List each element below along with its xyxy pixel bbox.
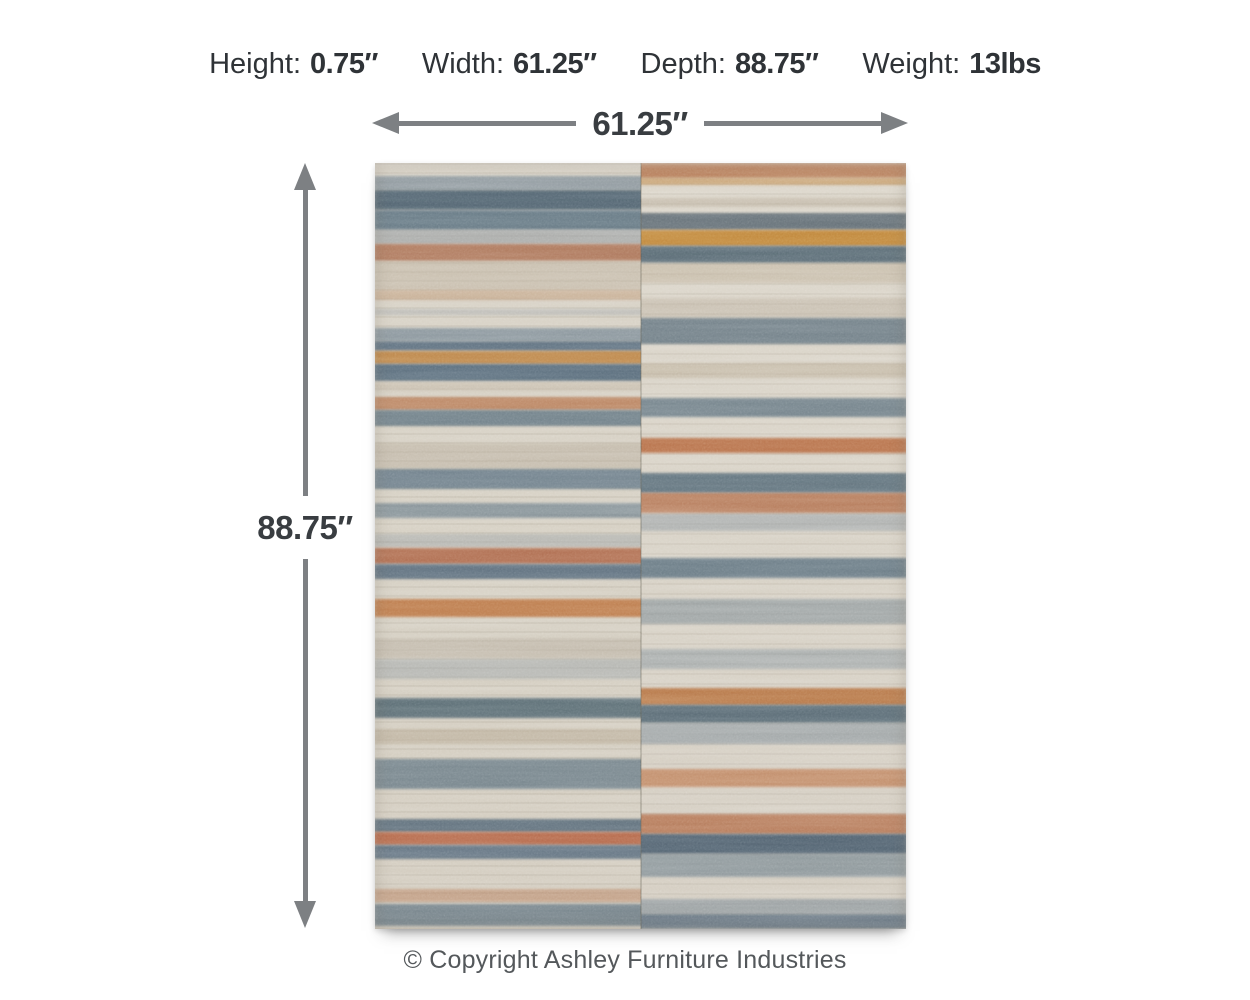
rug-stripe <box>640 648 906 669</box>
rug-stripe <box>640 362 906 379</box>
rug-stripe <box>375 350 641 365</box>
rug-stripe <box>375 533 641 547</box>
rug-stripe <box>375 889 641 903</box>
rug-stripe <box>375 308 641 315</box>
rug-stripe <box>375 548 641 564</box>
rug-stripe <box>640 853 906 877</box>
rug-stripe <box>375 818 641 832</box>
rug-stripe <box>640 913 906 929</box>
arrow-up-icon <box>294 163 316 190</box>
rug-stripe <box>375 396 641 411</box>
rug-stripe <box>375 698 641 719</box>
spec-weight-label: Weight: <box>862 48 961 80</box>
rug-stripe <box>375 340 641 351</box>
rug-stripe <box>375 290 641 301</box>
depth-dimension-label: 88.75″ <box>257 508 353 546</box>
rug-stripe <box>640 297 906 318</box>
dimension-line <box>302 190 308 496</box>
dimension-line <box>302 558 308 901</box>
depth-dimension-arrow: 88.75″ <box>240 163 370 928</box>
rug-stripe <box>640 263 906 284</box>
rug-stripe <box>375 328 641 341</box>
rug-stripe <box>375 903 641 926</box>
rug-stripe <box>640 230 906 247</box>
rug-stripe <box>375 658 641 679</box>
spec-depth: Depth: 88.75″ <box>641 48 819 81</box>
rug-stripe <box>375 230 641 245</box>
spec-height-value: 0.75″ <box>310 48 378 80</box>
rug-stripe <box>375 831 641 845</box>
spec-weight: Weight: 13lbs <box>862 48 1041 81</box>
arrow-down-icon <box>294 901 316 928</box>
rug-stripe <box>640 473 906 494</box>
rug-stripe <box>375 189 641 210</box>
spec-weight-value: 13lbs <box>969 48 1041 80</box>
rug-stripe <box>375 443 641 469</box>
spec-width-value: 61.25″ <box>513 48 597 80</box>
arrow-right-icon <box>881 112 909 134</box>
spec-width-label: Width: <box>421 48 505 80</box>
spec-height: Height: 0.75″ <box>209 48 378 81</box>
rug-stripe <box>640 212 906 230</box>
product-image-rug <box>375 163 906 929</box>
rug-stripe <box>375 261 641 291</box>
width-dimension-label: 61.25″ <box>592 104 688 142</box>
rug-stripe <box>640 398 906 417</box>
specs-header: Height: 0.75″ Width: 61.25″ Depth: 88.75… <box>0 48 1250 81</box>
rug-stripe <box>640 493 906 514</box>
rug-stripe <box>375 209 641 230</box>
rug-stripe <box>640 437 906 454</box>
rug-stripe <box>640 688 906 705</box>
rug-stripe <box>375 844 641 859</box>
rug-right-panel <box>640 163 906 929</box>
rug-stripe <box>375 598 641 618</box>
rug-stripe <box>375 382 641 392</box>
dimension-line <box>703 120 882 126</box>
rug-stripe <box>375 244 641 262</box>
rug-stripe <box>640 768 906 788</box>
rug-stripe <box>640 198 906 208</box>
rug-stripe <box>640 899 906 915</box>
rug-stripe <box>375 364 641 381</box>
rug-stripe <box>640 704 906 723</box>
copyright-text: © Copyright Ashley Furniture Industries <box>403 946 847 974</box>
rug-stripe <box>375 468 641 489</box>
rug-stripe <box>640 834 906 854</box>
rug-stripe <box>640 558 906 579</box>
rug-stripe <box>640 513 906 531</box>
spec-width: Width: 61.25″ <box>422 48 597 81</box>
rug-stripe <box>640 598 906 625</box>
rug-center-seam <box>639 163 642 929</box>
rug-stripe <box>640 814 906 834</box>
spec-depth-label: Depth: <box>640 48 726 80</box>
rug-stripe <box>640 178 906 186</box>
spec-depth-value: 88.75″ <box>734 48 819 80</box>
rug-stripe <box>375 503 641 519</box>
arrow-left-icon <box>372 112 399 134</box>
rug-stripe <box>375 563 641 579</box>
rug-stripe <box>375 410 641 427</box>
spec-height-label: Height: <box>209 48 301 80</box>
rug-stripe <box>375 176 641 190</box>
rug-stripe <box>640 318 906 344</box>
rug-stripe <box>375 729 641 745</box>
rug-stripe <box>375 758 641 789</box>
rug-left-panel <box>375 163 641 929</box>
dimension-line <box>399 120 577 126</box>
width-dimension-arrow: 61.25″ <box>372 104 909 142</box>
rug-stripe <box>640 246 906 264</box>
rug-stripe <box>375 637 641 658</box>
rug-stripe <box>640 722 906 744</box>
rug-stripe <box>640 163 906 179</box>
